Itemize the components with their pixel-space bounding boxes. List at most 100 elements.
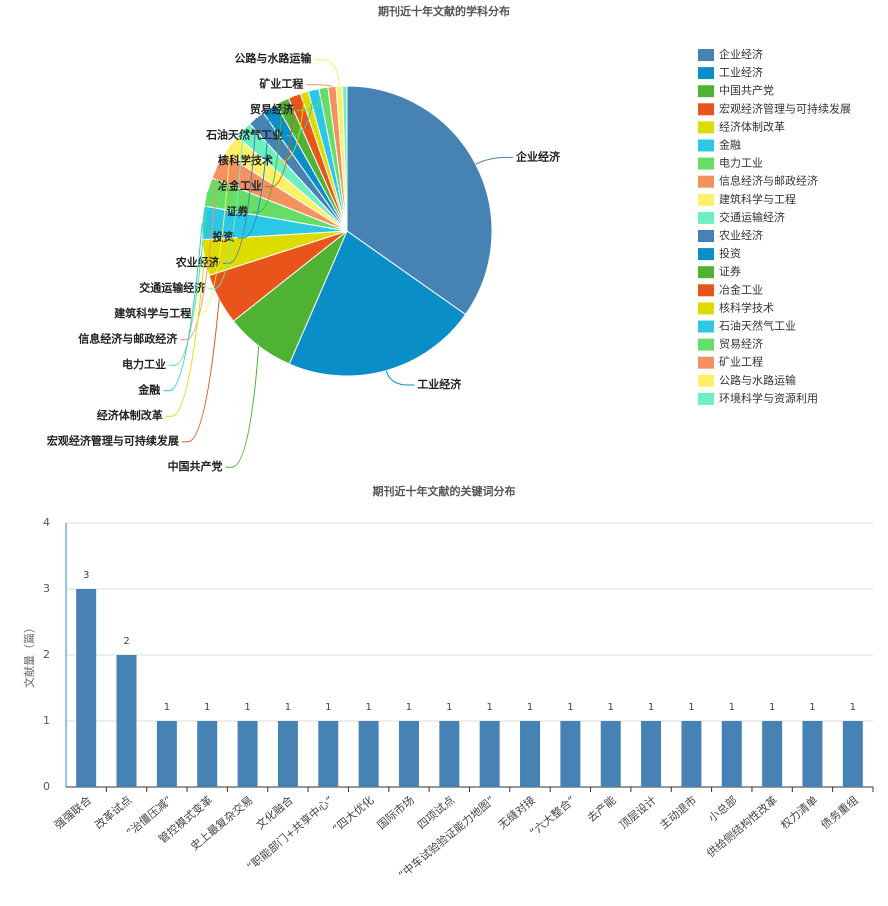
legend-label: 工业经济 [719, 65, 763, 79]
bar-value-label: 1 [648, 702, 654, 713]
bar [318, 721, 339, 787]
leader-line [314, 58, 340, 87]
x-tick-label: 去产能 [584, 793, 618, 825]
bar-value-label: 1 [850, 702, 856, 713]
pie-label: 贸易经济 [250, 102, 295, 116]
legend-label: 贸易经济 [719, 337, 763, 351]
legend-swatch [698, 211, 714, 224]
x-tick-label: 顶层设计 [617, 794, 659, 832]
leader-line [208, 129, 244, 290]
bar-value-label: 1 [244, 702, 250, 713]
bar [842, 721, 863, 787]
y-tick-label: 0 [43, 780, 50, 793]
leader-line [475, 156, 514, 165]
x-tick-label: 供给侧结构性改革 [704, 793, 780, 860]
bar [156, 721, 177, 787]
legend-swatch [698, 157, 714, 170]
bar-value-label: 1 [567, 702, 573, 713]
bar [479, 721, 500, 787]
bar-value-label: 1 [608, 702, 614, 713]
legend-swatch [698, 49, 714, 61]
bar [520, 721, 541, 787]
y-tick-label: 4 [43, 516, 50, 529]
pie-label: 矿业工程 [259, 77, 303, 91]
legend-label: 公路与水路运输 [719, 373, 796, 387]
legend-label: 企业经济 [719, 47, 763, 61]
bar [560, 721, 581, 787]
legend-label: 矿业工程 [719, 356, 763, 369]
bar-value-label: 1 [769, 702, 775, 713]
pie-label: 建筑科学与工程 [114, 306, 191, 320]
bar-value-label: 1 [365, 702, 371, 713]
legend-label: 环境科学与资源利用 [719, 391, 818, 405]
legend-swatch [698, 392, 714, 405]
pie-label: 农业经济 [175, 255, 221, 269]
bar-value-label: 1 [164, 702, 170, 713]
legend-label: 石油天然气工业 [719, 319, 796, 333]
bar [600, 721, 621, 787]
bar-value-label: 1 [446, 702, 452, 713]
pie-label: 宏观经济管理与可持续发展 [47, 434, 180, 448]
pie-label: 交通运输经济 [139, 281, 206, 295]
legend-swatch [698, 320, 714, 333]
legend-swatch [698, 266, 714, 279]
x-tick-label: 小总部 [705, 793, 739, 825]
leader-line [181, 299, 220, 443]
y-tick-label: 2 [43, 648, 50, 661]
pie-label: 石油天然气工业 [205, 128, 283, 142]
bar [197, 721, 218, 787]
leader-line [163, 222, 203, 392]
leader-line [237, 108, 271, 239]
legend-label: 建筑科学与工程 [719, 192, 796, 206]
bar [439, 721, 460, 787]
leader-line [251, 101, 283, 213]
legend-label: 冶金工业 [719, 282, 763, 296]
leader-line [225, 345, 260, 468]
legend-label: 宏观经济管理与可持续发展 [719, 101, 851, 115]
x-tick-label: 主动退市 [657, 793, 700, 832]
legend-swatch [698, 175, 714, 188]
bar [641, 721, 662, 787]
legend-label: 金融 [719, 138, 741, 152]
pie-label: 企业经济 [515, 149, 561, 163]
legend-swatch [698, 230, 714, 242]
leader-line [168, 191, 208, 366]
leader-line [165, 257, 205, 417]
pie-title: 期刊近十年文献的学科分布 [378, 4, 510, 18]
legend-swatch [698, 139, 714, 152]
pie-label: 工业经济 [417, 377, 462, 391]
leader-line [385, 370, 415, 386]
legend-label: 信息经济与邮政经济 [719, 174, 818, 188]
legend-swatch [698, 302, 714, 315]
bar-value-label: 1 [325, 702, 331, 713]
bar [76, 589, 97, 787]
legend-label: 电力工业 [719, 157, 763, 170]
bar-value-label: 1 [809, 702, 815, 713]
bar-value-label: 1 [204, 702, 210, 713]
y-tick-label: 1 [43, 714, 50, 727]
legend-label: 证券 [719, 264, 741, 278]
pie-slice [346, 85, 493, 316]
pie-label: 电力工业 [122, 357, 166, 371]
legend-label: 核科学技术 [719, 300, 774, 314]
x-tick-label: 强强联合 [51, 793, 94, 832]
bar [681, 721, 702, 787]
legend-swatch [698, 103, 714, 116]
bar-title: 期刊近十年文献的关键词分布 [373, 484, 516, 498]
bar [237, 721, 258, 787]
bar-value-label: 1 [486, 702, 492, 713]
pie-label: 公路与水路运输 [234, 51, 312, 65]
legend-label: 中国共产党 [719, 83, 774, 97]
bar [398, 721, 419, 787]
legend-swatch [698, 338, 714, 351]
leader-line [275, 92, 305, 162]
legend-label: 农业经济 [719, 228, 763, 242]
legend-label: 交通运输经济 [719, 210, 785, 224]
bar-value-label: 3 [83, 570, 89, 581]
legend-swatch [698, 284, 714, 297]
bar-value-label: 1 [527, 702, 533, 713]
pie-label: 经济体制改革 [97, 408, 163, 422]
bar-value-label: 1 [406, 702, 412, 713]
leader-line [222, 117, 257, 264]
